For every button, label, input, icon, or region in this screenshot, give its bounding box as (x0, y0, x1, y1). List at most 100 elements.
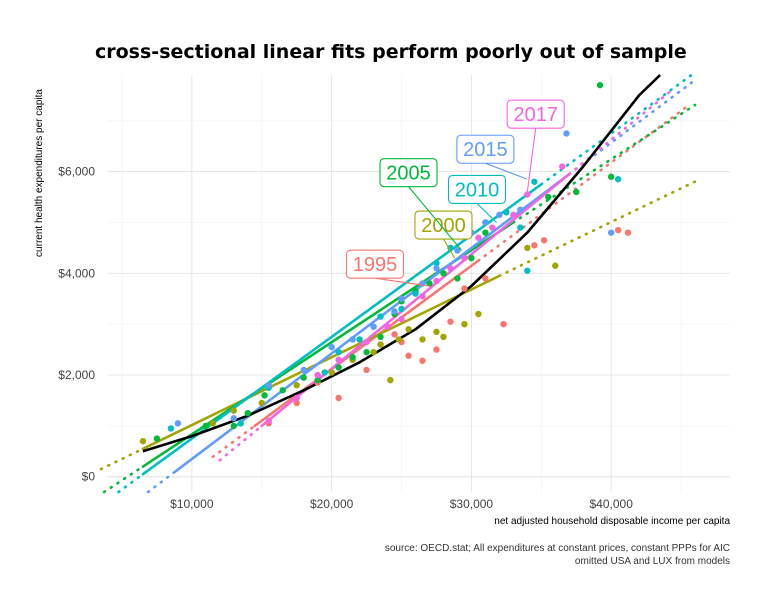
point-1995 (482, 275, 489, 282)
x-tick-label: $10,000 (170, 497, 214, 511)
point-2015 (607, 229, 615, 236)
point-2000 (433, 328, 440, 336)
point-2005 (153, 435, 161, 442)
point-2000 (405, 326, 412, 333)
point-2005 (596, 81, 604, 89)
point-2017 (384, 323, 391, 330)
point-2005 (244, 409, 251, 417)
point-1995 (433, 346, 440, 353)
point-2010 (167, 425, 175, 432)
point-2000 (328, 369, 335, 376)
point-2005 (349, 354, 356, 361)
point-2010 (614, 176, 622, 183)
point-2017 (524, 191, 531, 198)
point-2015 (265, 382, 272, 389)
point-2015 (563, 130, 570, 137)
label-leader-2005 (408, 186, 463, 251)
y-tick-label: $4,000 (58, 266, 95, 280)
point-2015 (398, 295, 405, 302)
year-label-2015: 2015 (463, 139, 508, 161)
year-label-2000: 2000 (421, 215, 466, 237)
point-2010 (503, 209, 510, 216)
point-2010 (398, 305, 405, 313)
point-2000 (552, 262, 559, 269)
label-leader-2010 (476, 203, 497, 223)
point-2010 (524, 267, 531, 274)
point-2015 (174, 420, 182, 427)
point-2015 (328, 343, 335, 351)
fit-back-extrapolation-2017 (218, 424, 264, 462)
label-box-2005 (379, 158, 438, 188)
point-1995 (391, 331, 398, 338)
point-2010 (412, 290, 419, 297)
point-2015 (517, 206, 524, 213)
label-leader-2015 (485, 162, 528, 180)
point-2017 (475, 234, 482, 241)
point-2000 (524, 244, 531, 252)
label-box-2010 (447, 174, 507, 204)
point-2000 (209, 420, 217, 427)
point-2005 (377, 333, 384, 341)
fit-back-extrapolation-2005 (102, 465, 145, 494)
point-2005 (607, 173, 615, 180)
point-2017 (265, 417, 272, 425)
point-2000 (258, 399, 265, 407)
fit-extrapolation-2017 (567, 87, 676, 176)
point-2000 (440, 333, 447, 341)
fit-back-extrapolation-1995 (211, 424, 257, 459)
fit-extrapolation-2010 (540, 71, 697, 186)
fit-back-extrapolation-2000 (99, 447, 145, 471)
fit-line-2010 (141, 183, 543, 476)
point-2000 (419, 336, 426, 343)
point-2010 (433, 259, 440, 267)
point-2010 (447, 244, 454, 252)
point-2010 (237, 420, 244, 427)
point-1995 (447, 318, 454, 325)
point-2005 (440, 270, 447, 277)
point-2005 (573, 188, 580, 196)
x-tick-label: $40,000 (589, 497, 633, 511)
point-2010 (377, 313, 384, 320)
y-axis-label: current health expenditures per capita (34, 89, 45, 257)
caption-line-1: source: OECD.stat; All expenditures at c… (385, 543, 730, 554)
point-2005 (202, 422, 210, 430)
point-2005 (230, 422, 237, 430)
year-label-2010: 2010 (455, 179, 500, 201)
fit-line-2017 (260, 172, 571, 428)
point-2005 (454, 275, 461, 282)
label-box-2000 (414, 210, 473, 240)
point-2017 (447, 265, 454, 272)
x-tick-label: $30,000 (450, 497, 494, 511)
point-2017 (398, 315, 405, 323)
point-2015 (391, 308, 398, 315)
point-2015 (300, 366, 307, 374)
point-2005 (314, 376, 321, 384)
point-2000 (139, 437, 147, 445)
label-box-2015 (456, 134, 515, 164)
point-2010 (531, 178, 538, 185)
label-box-2017 (506, 99, 565, 129)
point-2017 (489, 224, 496, 231)
x-tick-label: $20,000 (310, 497, 354, 511)
point-2015 (433, 265, 440, 272)
point-2010 (335, 348, 342, 356)
point-2000 (475, 310, 482, 318)
point-2017 (314, 371, 321, 379)
point-1995 (293, 399, 300, 407)
label-box-1995 (345, 249, 405, 279)
point-2005 (545, 193, 552, 201)
point-2000 (293, 382, 300, 389)
point-2017 (419, 293, 426, 300)
point-2000 (230, 407, 237, 414)
point-1995 (335, 394, 342, 402)
caption-line-2: omitted USA and LUX from models (575, 556, 730, 567)
point-2005 (300, 374, 307, 381)
point-2000 (395, 336, 402, 343)
year-label-2017: 2017 (513, 104, 558, 126)
axis-ticks: $10,000 $20,000 $30,000 $40,000 $0 $2,000 $4,0… (58, 165, 633, 511)
overall-fit-curve (142, 74, 662, 453)
point-2017 (293, 394, 300, 402)
point-2005 (363, 348, 370, 356)
